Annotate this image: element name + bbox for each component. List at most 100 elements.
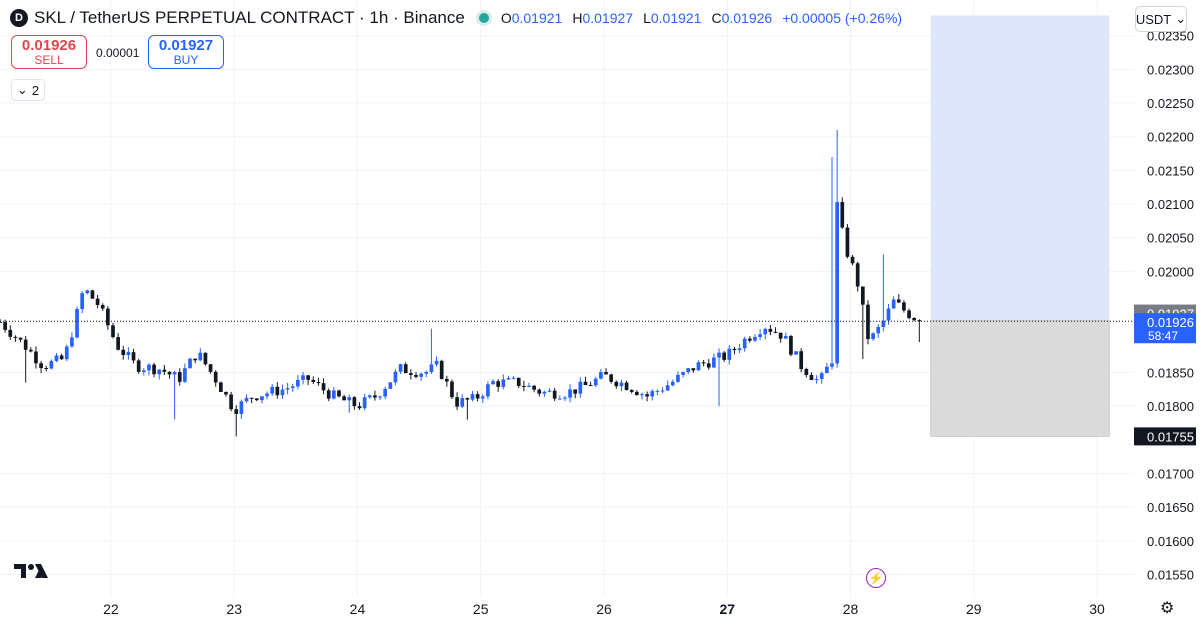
candle-bullish [717, 352, 721, 358]
candle-bullish [819, 373, 824, 379]
candle-bullish [527, 385, 531, 387]
indicators-toggle[interactable]: ⌄ 2 [11, 79, 45, 101]
countdown-label: 58:47 [1148, 329, 1178, 343]
x-tick-label: 23 [226, 601, 242, 617]
currency-selector[interactable]: USDT ⌄ [1135, 6, 1187, 32]
candle-bullish [670, 381, 675, 386]
candle-bullish [331, 390, 336, 399]
candle-bearish [522, 386, 526, 388]
candle-bearish [804, 368, 809, 375]
tradingview-logo-icon[interactable] [14, 562, 48, 580]
candle-bearish [208, 364, 213, 372]
candle-bearish [768, 328, 773, 332]
candle-bearish [249, 397, 254, 399]
candle-bullish [280, 389, 285, 396]
candle-bearish [306, 375, 311, 380]
candle-bullish [80, 293, 85, 310]
x-tick-label: 24 [350, 601, 366, 617]
candle-bearish [357, 406, 362, 409]
candle-bullish [876, 327, 881, 334]
candle-bearish [799, 351, 804, 369]
candle-bullish [147, 364, 151, 371]
candle-bearish [573, 389, 578, 394]
close-label: C [711, 10, 722, 26]
candle-bullish [265, 393, 269, 397]
candle-bearish [321, 383, 326, 391]
buy-button[interactable]: 0.01927 BUY [148, 35, 224, 69]
candle-bearish [403, 364, 408, 374]
candle-bearish [624, 382, 629, 391]
candle-bullish [198, 352, 203, 361]
gear-icon[interactable]: ⚙ [1160, 600, 1175, 617]
candle-bearish [450, 381, 454, 398]
y-tick-label: 0.01650 [1147, 500, 1194, 515]
candle-bullish [681, 372, 685, 375]
chevron-down-icon: ⌄ [1175, 11, 1187, 26]
candle-bullish [501, 379, 506, 387]
candle-bearish [44, 368, 49, 370]
candle-bullish [64, 346, 69, 360]
candle-bullish [593, 378, 598, 386]
candle-bearish [95, 298, 100, 305]
spread-value: 0.00001 [96, 46, 140, 60]
candle-bullish [183, 368, 187, 382]
candle-bearish [316, 381, 321, 384]
candle-bearish [0, 321, 2, 323]
candle-bullish [347, 397, 352, 401]
candle-bearish [475, 394, 480, 399]
candle-bullish [398, 364, 403, 372]
candle-bullish [239, 401, 244, 414]
candle-bullish [172, 372, 177, 375]
candle-bearish [218, 382, 223, 392]
candle-bearish [840, 202, 845, 228]
candle-bearish [645, 394, 649, 397]
low-label: L [643, 10, 651, 26]
candle-bullish [814, 378, 819, 380]
candle-bearish [773, 331, 778, 333]
market-status-icon [478, 13, 489, 23]
sell-button[interactable]: 0.01926 SELL [11, 35, 87, 69]
y-tick-label: 0.02100 [1147, 197, 1194, 212]
symbol-logo-icon: D [10, 9, 28, 27]
candle-bearish [789, 335, 793, 355]
buy-price: 0.01927 [158, 37, 214, 54]
price-label: 0.01755 [1147, 429, 1194, 444]
candle-bearish [229, 394, 233, 410]
y-tick-label: 0.01600 [1147, 534, 1194, 549]
x-tick-label: 30 [1089, 601, 1105, 617]
candle-bullish [891, 299, 896, 309]
candle-bearish [28, 349, 33, 352]
symbol-title[interactable]: SKL / TetherUS PERPETUAL CONTRACT · 1h ·… [34, 8, 465, 27]
candle-bullish [70, 337, 74, 347]
stop-loss-zone[interactable] [930, 320, 1110, 437]
candle-bullish [491, 381, 495, 385]
candle-bullish [388, 382, 393, 389]
candle-bearish [275, 386, 280, 396]
candle-bearish [907, 310, 911, 319]
candle-bearish [866, 304, 870, 340]
candle-bullish [742, 338, 747, 349]
candle-bearish [860, 286, 865, 305]
lightning-icon[interactable]: ⚡ [866, 568, 886, 588]
indicators-count: 2 [31, 82, 40, 98]
candle-bearish [352, 397, 357, 407]
time-axis[interactable] [0, 596, 1134, 620]
candle-bullish [758, 334, 762, 337]
candle-bearish [409, 373, 413, 375]
candle-bearish [496, 381, 501, 387]
candle-bullish [886, 308, 891, 321]
candle-bullish [660, 390, 665, 392]
x-tick-label: 27 [719, 601, 735, 617]
candle-bullish [640, 394, 644, 396]
candle-bullish [301, 375, 305, 380]
candle-bearish [90, 290, 95, 299]
candle-bullish [547, 390, 552, 392]
x-tick-label: 22 [103, 601, 119, 617]
candle-bullish [686, 368, 691, 373]
candle-bullish [141, 370, 146, 372]
candle-bullish [578, 381, 583, 394]
candle-bullish [794, 351, 798, 355]
candle-bearish [59, 355, 64, 360]
profit-zone[interactable] [930, 15, 1110, 321]
